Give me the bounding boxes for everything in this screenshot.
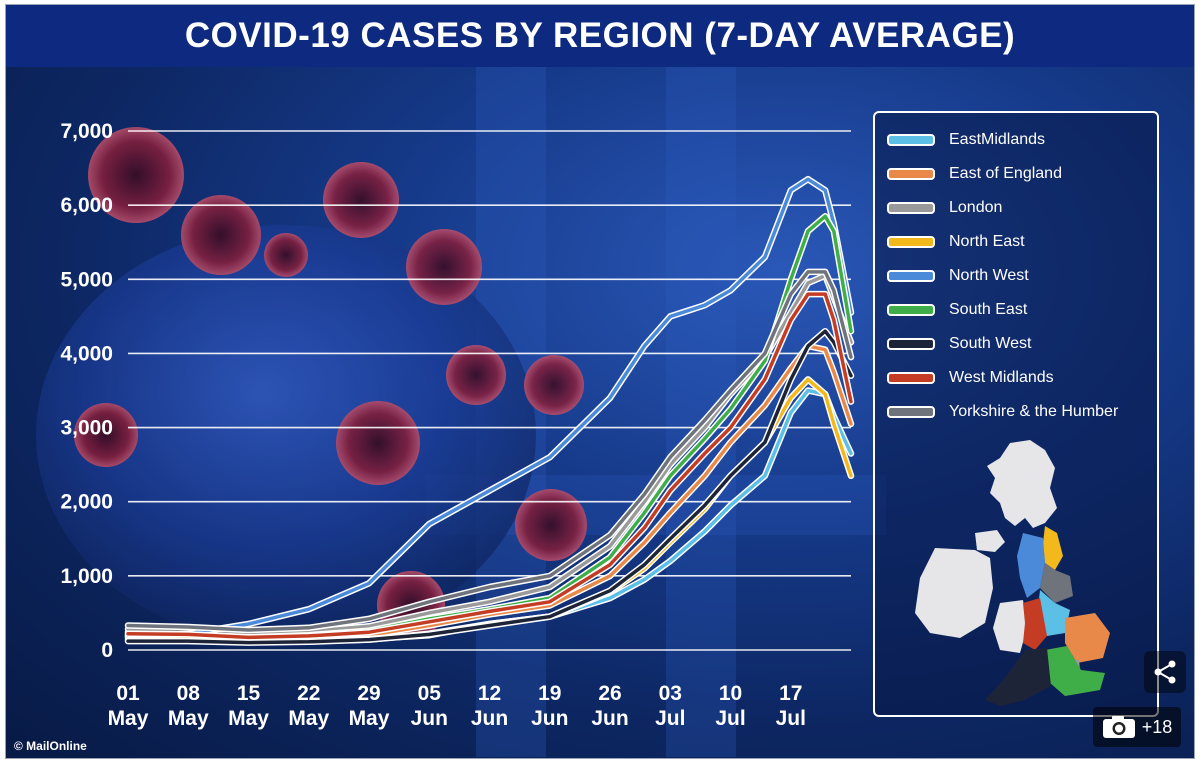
legend-label: North West — [949, 267, 1029, 284]
legend-item-west-midlands: West Midlands — [887, 365, 1054, 391]
map-north-east — [1043, 526, 1063, 570]
x-axis-ticks: 01May08May15May22May29May05Jun12Jun19Jun… — [108, 682, 806, 730]
legend-label: Yorkshire & the Humber — [949, 403, 1119, 420]
uk-regions-map — [915, 440, 1110, 706]
x-tick-label-month: May — [288, 707, 329, 730]
x-tick-label-month: Jun — [411, 707, 448, 730]
x-tick-label-month: Jul — [655, 707, 685, 730]
x-tick-label-month: Jun — [591, 707, 628, 730]
series-line-south-west — [126, 329, 853, 645]
map-east-of-england — [1065, 613, 1110, 663]
legend-item-eastmidlands: EastMidlands — [887, 127, 1045, 153]
x-tick-label-day: 03 — [659, 682, 682, 705]
legend-swatch — [887, 270, 935, 282]
series-lines — [124, 175, 855, 646]
x-tick-label-month: Jun — [471, 707, 508, 730]
map-scotland — [987, 440, 1057, 528]
legend-label: EastMidlands — [949, 131, 1046, 148]
x-tick-label-day: 29 — [357, 682, 380, 705]
legend-label: London — [949, 199, 1003, 216]
legend-label: South East — [949, 301, 1028, 318]
legend-label: South West — [949, 335, 1032, 352]
y-tick-label: 7,000 — [60, 120, 113, 143]
x-tick-label-month: Jul — [776, 707, 806, 730]
share-icon — [1154, 660, 1176, 684]
legend-swatch — [887, 304, 935, 316]
legend-item-london: London — [887, 195, 1002, 221]
credit-label: © MailOnline — [14, 739, 87, 753]
map-yorkshire — [1040, 563, 1073, 603]
series-line-yorkshire-the-humber — [126, 270, 853, 632]
x-tick-label-day: 10 — [719, 682, 742, 705]
x-tick-label-day: 12 — [478, 682, 501, 705]
x-tick-label-day: 26 — [598, 682, 621, 705]
legend-item-south-west: South West — [887, 331, 1031, 357]
legend-swatch — [887, 406, 935, 418]
y-tick-label: 0 — [101, 639, 113, 662]
legend-swatch — [887, 202, 935, 214]
series-line-west-midlands — [126, 292, 853, 640]
map-west-midlands — [1023, 598, 1047, 650]
gallery-button[interactable]: +18 — [1093, 707, 1181, 747]
legend-item-east-of-england: East of England — [887, 161, 1062, 187]
legend-swatch — [887, 134, 935, 146]
x-tick-label-day: 01 — [116, 682, 140, 705]
map-south-east — [1045, 646, 1105, 696]
y-tick-label: 3,000 — [60, 417, 113, 440]
x-tick-label-month: Jul — [715, 707, 745, 730]
y-tick-label: 1,000 — [60, 565, 113, 588]
camera-icon — [1102, 716, 1135, 738]
x-tick-label-day: 15 — [237, 682, 261, 705]
y-axis-ticks: 0 1,000 2,000 3,000 4,000 5,000 6,000 7,000 — [60, 120, 113, 662]
map-south-west — [985, 648, 1051, 706]
x-tick-label-month: May — [349, 707, 390, 730]
legend-label: East of England — [949, 165, 1062, 182]
share-button[interactable] — [1144, 651, 1186, 693]
gallery-count: +18 — [1141, 716, 1173, 737]
legend-swatch — [887, 338, 935, 350]
x-tick-label-day: 22 — [297, 682, 320, 705]
legend-swatch — [887, 168, 935, 180]
map-wales — [993, 600, 1027, 653]
legend-item-north-west: North West — [887, 263, 1029, 289]
x-tick-label-day: 05 — [418, 682, 442, 705]
x-tick-label-month: May — [108, 707, 149, 730]
legend-swatch — [887, 372, 935, 384]
map-north-west — [1017, 533, 1045, 598]
legend-label: North East — [949, 233, 1025, 250]
legend-swatch — [887, 236, 935, 248]
legend-item-north-east: North East — [887, 229, 1025, 255]
legend-item-yorkshire-the-humber: Yorkshire & the Humber — [887, 399, 1118, 425]
chart-frame: COVID-19 CASES BY REGION (7-DAY AVERAGE) — [5, 4, 1195, 759]
legend-item-south-east: South East — [887, 297, 1027, 323]
y-tick-label: 6,000 — [60, 194, 113, 217]
legend-label: West Midlands — [949, 369, 1054, 386]
x-tick-label-day: 19 — [538, 682, 561, 705]
series-line-london — [126, 273, 853, 636]
chart-title: COVID-19 CASES BY REGION (7-DAY AVERAGE) — [184, 16, 1016, 55]
y-tick-label: 5,000 — [60, 268, 113, 291]
x-tick-label-day: 17 — [779, 682, 802, 705]
map-northern-ireland — [975, 530, 1005, 552]
map-east-midlands — [1037, 590, 1070, 636]
map-ireland — [915, 548, 993, 638]
title-bar: COVID-19 CASES BY REGION (7-DAY AVERAGE) — [6, 5, 1194, 67]
y-tick-label: 4,000 — [60, 342, 113, 365]
x-tick-label-month: May — [228, 707, 269, 730]
legend: EastMidlands East of England London North E… — [873, 111, 1159, 717]
x-tick-label-month: May — [168, 707, 209, 730]
x-tick-label-day: 08 — [177, 682, 201, 705]
y-tick-label: 2,000 — [60, 491, 113, 514]
series-line-north-west — [126, 177, 853, 639]
x-tick-label-month: Jun — [531, 707, 568, 730]
